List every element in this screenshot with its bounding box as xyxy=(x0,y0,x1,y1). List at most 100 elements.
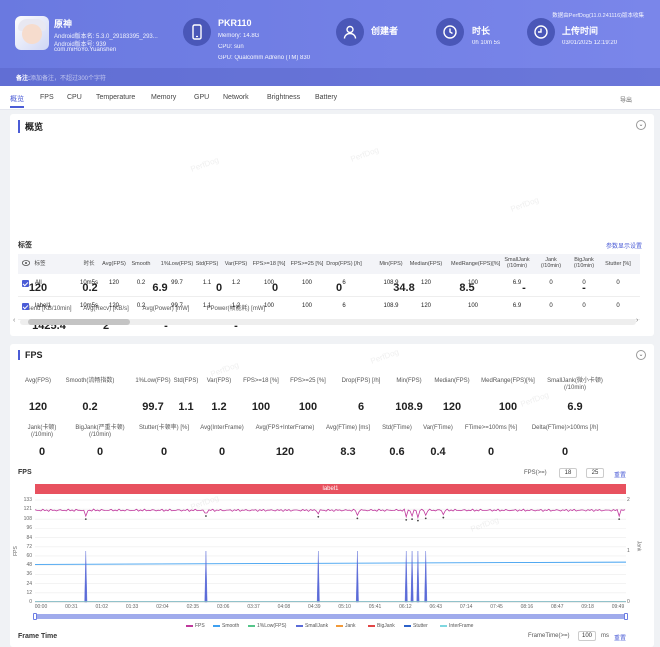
fps-metric-label: Avg(FPS) xyxy=(25,378,51,384)
tab-network[interactable]: Network xyxy=(223,94,249,101)
table-column-header[interactable]: Smooth xyxy=(131,261,151,267)
device-gpu: GPU: Qualcomm Adreno (TM) 830 xyxy=(218,55,311,61)
zoom-slider-range[interactable] xyxy=(35,614,626,619)
x-tick-label: 04:08 xyxy=(277,604,291,610)
legend-item[interactable]: Smooth xyxy=(213,623,239,629)
label-table-header xyxy=(18,254,640,274)
table-column-header[interactable]: FPS>=18 [%] xyxy=(252,261,286,267)
frame-time-reset-button[interactable]: 重置 xyxy=(614,636,627,642)
upload-time-icon xyxy=(527,18,555,46)
table-column-header[interactable]: Stutter [%] xyxy=(605,261,631,267)
upload-time-title: 上传时间 xyxy=(562,26,599,36)
overview-metric-value: 8.5 xyxy=(459,282,475,294)
overview-collapse-icon[interactable]: ⌄ xyxy=(636,120,646,130)
export-button[interactable]: 导出 xyxy=(619,98,632,104)
note-bar[interactable]: 备注: 添加备注，不超过300个字符 xyxy=(0,68,660,86)
table-column-header[interactable]: Std(FPS) xyxy=(195,261,219,267)
fps-reset-button[interactable]: 重置 xyxy=(614,473,627,479)
table-column-header[interactable]: 1%Low(FPS) xyxy=(160,261,194,267)
tab-overview[interactable]: 概览 xyxy=(10,96,24,103)
table-cell: 1.2 xyxy=(231,303,241,309)
legend-item[interactable]: BigJank xyxy=(368,623,395,629)
tab-memory[interactable]: Memory xyxy=(151,94,177,101)
legend-item[interactable]: InterFrame xyxy=(440,623,473,629)
table-column-header[interactable]: SmallJank (/10min) xyxy=(504,257,530,269)
y-tick-label: 36 xyxy=(26,571,32,578)
tab-battery[interactable]: Battery xyxy=(315,94,338,101)
fps-metric-label: Std(FTime) xyxy=(382,425,412,431)
zoom-handle-left[interactable] xyxy=(33,613,37,620)
tab-temperature[interactable]: Temperature xyxy=(96,94,136,101)
table-column-header[interactable]: Var(FPS) xyxy=(224,261,248,267)
row-checkbox[interactable] xyxy=(22,280,29,287)
x-tick-label: 05:10 xyxy=(338,604,351,610)
x-tick-label: 05:41 xyxy=(368,604,382,610)
collector-version-link[interactable]: 数据由PerfDog(11.0.241116)版本收集 xyxy=(552,13,644,19)
y2-tick-label: 2 xyxy=(627,497,630,503)
y-tick-label: 133 xyxy=(23,497,32,503)
table-scrollbar-thumb[interactable] xyxy=(28,319,130,325)
fps-metric-value: 0 xyxy=(218,446,226,458)
legend-item[interactable]: FPS xyxy=(186,623,205,629)
y2-tick-label: 0 xyxy=(627,599,630,605)
legend-label: Jank xyxy=(345,623,356,629)
table-scrollbar-track[interactable] xyxy=(20,319,636,325)
table-column-header[interactable]: Median(FPS) xyxy=(409,261,443,267)
overview-metric-value: - xyxy=(164,320,168,332)
eye-icon[interactable] xyxy=(21,260,31,268)
fps-chart[interactable] xyxy=(0,494,660,624)
table-column-header[interactable]: Jank (/10min) xyxy=(540,257,562,269)
scroll-left-icon[interactable]: ‹ xyxy=(13,317,16,324)
legend-item[interactable]: 1%Low(FPS) xyxy=(248,623,286,629)
note-input[interactable]: 添加备注，不超过300个字符 xyxy=(30,76,107,82)
label-band[interactable]: label1 xyxy=(35,484,626,494)
table-row[interactable] xyxy=(18,275,640,297)
fps-threshold-input-2[interactable]: 25 xyxy=(586,468,604,478)
frame-time-unit: ms xyxy=(601,633,609,639)
legend-swatch xyxy=(248,624,255,627)
legend-item[interactable]: Stutter xyxy=(404,623,428,629)
table-cell: 0.2 xyxy=(136,303,146,309)
x-tick-label: 01:02 xyxy=(95,604,108,610)
table-column-header[interactable]: 时长 xyxy=(83,261,95,267)
table-column-header[interactable]: MedRange(FPS)[%] xyxy=(451,261,501,267)
fps-dip-marker xyxy=(618,518,621,521)
fps-dip-marker xyxy=(317,515,320,518)
frame-time-threshold-input[interactable]: 100 xyxy=(578,631,596,641)
fps-metric-value: 8.3 xyxy=(340,446,356,458)
duration-value: 0h 10m 5s xyxy=(472,40,501,46)
tab-brightness[interactable]: Brightness xyxy=(267,94,301,101)
table-cell: 100 xyxy=(467,303,478,309)
fps-metric-value: 6.9 xyxy=(567,401,583,413)
row-checkbox[interactable] xyxy=(22,303,29,310)
fps-metric-label: MedRange(FPS)[%] xyxy=(481,378,535,384)
table-column-header[interactable]: FPS>=25 [%] xyxy=(290,261,324,267)
x-tick-label: 01:33 xyxy=(125,604,139,610)
table-cell: 1.1 xyxy=(202,303,212,309)
legend-item[interactable]: SmallJank xyxy=(296,623,328,629)
device-name: PKR110 xyxy=(218,18,252,28)
tab-fps[interactable]: FPS xyxy=(40,94,54,101)
fps-collapse-icon[interactable]: ⌄ xyxy=(636,350,646,360)
column-settings-link[interactable]: 参数显示设置 xyxy=(605,244,642,250)
android-version-code: Android版本号: 939 xyxy=(54,42,107,48)
table-cell: 99.7 xyxy=(171,280,183,286)
legend-item[interactable]: Jank xyxy=(336,623,356,629)
scroll-right-icon[interactable]: › xyxy=(636,317,639,324)
note-label: 备注: xyxy=(16,76,30,82)
fps-metric-label: FPS>=25 [%] xyxy=(290,378,326,384)
table-column-header[interactable]: 标签 xyxy=(34,261,46,267)
zoom-handle-right[interactable] xyxy=(624,613,628,620)
table-column-header[interactable]: Drop(FPS) [/h] xyxy=(326,261,362,267)
tab-gpu[interactable]: GPU xyxy=(194,94,210,101)
fps-threshold-input-1[interactable]: 18 xyxy=(559,468,577,478)
table-cell: 6.9 xyxy=(512,280,522,286)
user-icon xyxy=(336,18,364,46)
table-cell: 108.9 xyxy=(383,280,399,286)
table-column-header[interactable]: Min(FPS) xyxy=(379,261,403,267)
fps-metric-label: Avg(InterFrame) xyxy=(200,425,244,431)
tab-cpu[interactable]: CPU xyxy=(67,94,82,101)
table-column-header[interactable]: Avg(FPS) xyxy=(102,261,126,267)
table-column-header[interactable]: BigJank (/10min) xyxy=(573,257,595,269)
table-row[interactable] xyxy=(18,298,640,320)
